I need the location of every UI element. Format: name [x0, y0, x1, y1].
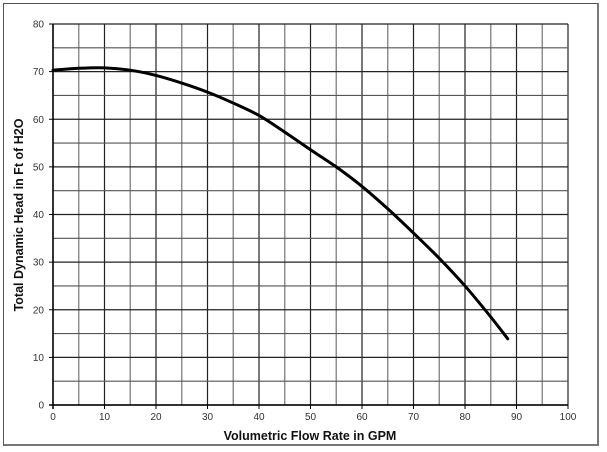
y-axis-ticks: 0 10 20 30 40 50 60 70 80	[33, 20, 53, 412]
x-tick-label: 60	[356, 412, 368, 423]
x-axis-title: Volumetric Flow Rate in GPM	[224, 429, 397, 443]
y-tick-label: 0	[38, 401, 44, 412]
y-axis-title: Total Dynamic Head in Ft of H2O	[12, 118, 26, 311]
x-tick-label: 10	[99, 412, 111, 423]
y-tick-label: 80	[33, 20, 45, 31]
x-tick-label: 50	[305, 412, 317, 423]
y-tick-label: 60	[33, 115, 45, 126]
x-tick-label: 100	[560, 412, 577, 423]
y-tick-label: 70	[33, 67, 45, 78]
y-tick-label: 40	[33, 210, 45, 221]
grid-lines	[49, 23, 569, 409]
y-tick-label: 20	[33, 305, 45, 316]
x-axis-ticks: 0 10 20 30 40 50 60 70 80 90 100	[50, 405, 577, 423]
x-tick-label: 30	[202, 412, 214, 423]
x-tick-label: 40	[253, 412, 265, 423]
x-tick-label: 90	[511, 412, 523, 423]
chart-frame	[3, 3, 599, 446]
x-tick-label: 0	[50, 412, 56, 423]
y-tick-label: 30	[33, 258, 45, 269]
y-tick-label: 10	[33, 353, 45, 364]
pump-curve-line	[51, 66, 510, 341]
y-tick-label: 50	[33, 162, 45, 173]
x-tick-label: 80	[459, 412, 471, 423]
x-tick-label: 70	[408, 412, 420, 423]
x-tick-label: 20	[150, 412, 162, 423]
